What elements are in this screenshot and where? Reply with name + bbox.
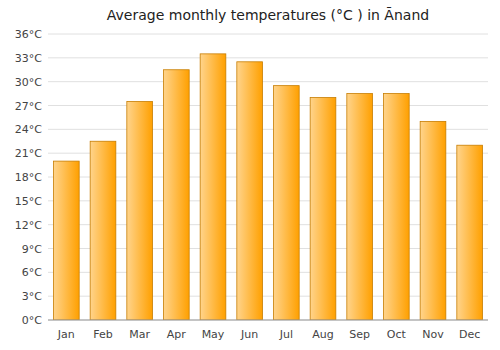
title: Average monthly temperatures (°C ) in Ān… (107, 7, 429, 23)
y-tick-label: 33°C (15, 52, 42, 65)
x-tick-label: Jun (240, 328, 258, 341)
bar (200, 54, 226, 320)
y-tick-label: 21°C (15, 147, 42, 160)
x-tick-label: Oct (387, 328, 407, 341)
x-axis-line (48, 320, 488, 321)
chart-container: Average monthly temperatures (°C ) in Ān… (0, 0, 500, 350)
y-tick-label: 30°C (15, 76, 42, 89)
bar (310, 98, 336, 320)
bar (127, 102, 153, 320)
bar (164, 70, 190, 320)
x-tick-label: Jul (279, 328, 293, 341)
x-tick-label: Aug (312, 328, 333, 341)
bar (457, 145, 483, 320)
bar (347, 94, 373, 320)
x-tick-label: Feb (93, 328, 112, 341)
chart-svg: Average monthly temperatures (°C ) in Ān… (0, 0, 500, 350)
grid-line (48, 105, 488, 106)
y-tick-label: 0°C (22, 314, 42, 327)
bars (54, 54, 483, 320)
bar (54, 161, 80, 320)
y-tick-label: 6°C (22, 266, 42, 279)
y-tick-label: 24°C (15, 123, 42, 136)
y-tick-label: 18°C (15, 171, 42, 184)
x-tick-label: May (202, 328, 225, 341)
bar (274, 86, 300, 320)
y-tick-label: 3°C (22, 290, 42, 303)
x-tick-label: Jan (57, 328, 75, 341)
bar (237, 62, 263, 320)
y-tick-label: 9°C (22, 243, 42, 256)
y-tick-label: 36°C (15, 28, 42, 41)
x-tick-label: Mar (129, 328, 150, 341)
bar (90, 141, 116, 320)
y-tick-label: 12°C (15, 219, 42, 232)
grid-line (48, 34, 488, 35)
bar (384, 94, 410, 320)
x-tick-label: Nov (422, 328, 444, 341)
grid-line (48, 81, 488, 82)
grid (48, 34, 488, 320)
x-tick-label: Apr (167, 328, 187, 341)
grid-line (48, 57, 488, 58)
x-tick-label: Sep (349, 328, 370, 341)
x-tick-label: Dec (459, 328, 480, 341)
y-tick-label: 27°C (15, 100, 42, 113)
grid-line (48, 320, 488, 321)
y-tick-label: 15°C (15, 195, 42, 208)
bar (420, 121, 446, 320)
